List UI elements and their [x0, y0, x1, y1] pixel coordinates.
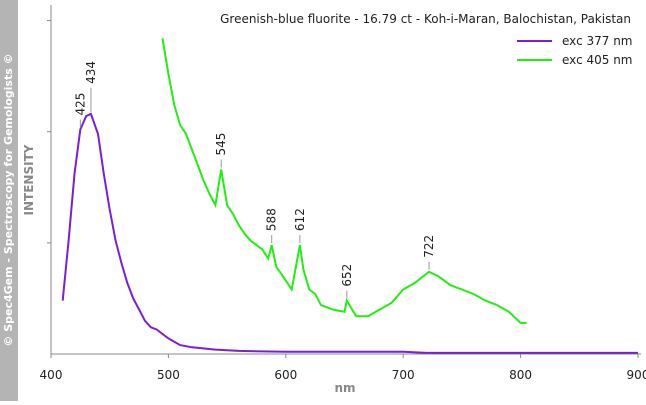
series-line [61, 112, 638, 354]
x-tick-label: 600 [274, 368, 297, 382]
series-line [161, 38, 527, 324]
peak-label: 612 [293, 208, 307, 231]
watermark: © Spec4Gem - Spectroscopy for Gemologist… [2, 53, 15, 346]
watermark-strip [0, 0, 18, 401]
chart-title: Greenish-blue fluorite - 16.79 ct - Koh-… [220, 12, 631, 26]
legend-label: exc 377 nm [562, 34, 633, 48]
x-axis-label: nm [334, 381, 355, 395]
x-tick-label: 900 [627, 368, 646, 382]
x-tick-label: 500 [157, 368, 180, 382]
x-tick-label: 700 [392, 368, 415, 382]
peak-label: 652 [340, 264, 354, 287]
x-tick-label: 400 [40, 368, 63, 382]
legend-label: exc 405 nm [562, 53, 633, 67]
y-axis-label: INTENSITY [22, 144, 36, 215]
peak-label: 588 [265, 208, 279, 231]
peak-label: 545 [214, 133, 228, 156]
peak-label: 434 [84, 61, 98, 84]
x-tick-label: 800 [509, 368, 532, 382]
peak-label: 425 [73, 93, 87, 116]
peak-label: 722 [422, 235, 436, 258]
